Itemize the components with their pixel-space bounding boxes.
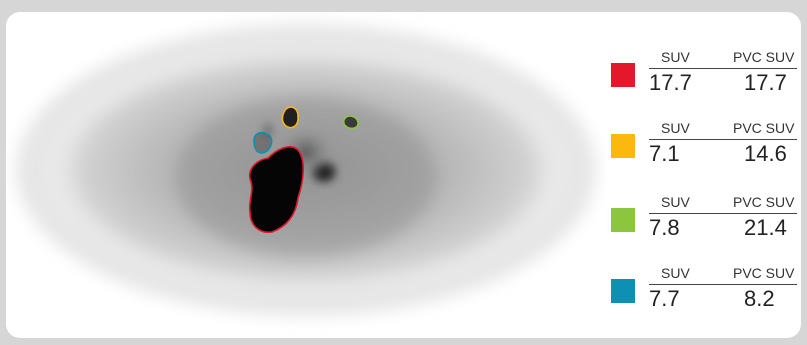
suv-value: 7.1: [649, 141, 680, 166]
cyan-swatch: [611, 279, 635, 303]
pvc-suv-header: PVC SUV: [733, 194, 795, 210]
divider-line: [649, 213, 797, 214]
figure-panel: SUV PVC SUV 17.7 17.7 SUV PVC SUV 7.1 14…: [6, 12, 801, 338]
red-lesion-fill: [249, 146, 304, 233]
divider-line: [649, 284, 797, 285]
legend-entry-red: SUV PVC SUV 17.7 17.7: [611, 45, 801, 105]
pet-scan-image: [16, 24, 596, 316]
suv-value: 7.8: [649, 215, 680, 240]
legend-entry-cyan: SUV PVC SUV 7.7 8.2: [611, 261, 801, 321]
red-contour: [248, 145, 305, 234]
suv-header: SUV: [661, 265, 690, 281]
suv-legend: SUV PVC SUV 17.7 17.7 SUV PVC SUV 7.1 14…: [6, 12, 801, 338]
cyan-contour: [253, 131, 273, 154]
suv-value: 7.7: [649, 286, 680, 311]
green-contour: [342, 115, 359, 130]
pvc-suv-value: 17.7: [744, 70, 787, 95]
divider-line: [649, 139, 797, 140]
red-swatch: [611, 63, 635, 87]
legend-entry-yellow: SUV PVC SUV 7.1 14.6: [611, 116, 801, 176]
pvc-suv-header: PVC SUV: [733, 265, 795, 281]
divider-line: [649, 68, 797, 69]
pvc-suv-value: 21.4: [744, 215, 787, 240]
suv-value: 17.7: [649, 70, 692, 95]
suv-header: SUV: [661, 120, 690, 136]
yellow-contour: [281, 106, 299, 129]
suv-header: SUV: [661, 49, 690, 65]
legend-entry-green: SUV PVC SUV 7.8 21.4: [611, 190, 801, 250]
pvc-suv-value: 8.2: [744, 286, 775, 311]
suv-header: SUV: [661, 194, 690, 210]
green-swatch: [611, 208, 635, 232]
pvc-suv-header: PVC SUV: [733, 120, 795, 136]
pvc-suv-header: PVC SUV: [733, 49, 795, 65]
yellow-swatch: [611, 134, 635, 158]
pvc-suv-value: 14.6: [744, 141, 787, 166]
